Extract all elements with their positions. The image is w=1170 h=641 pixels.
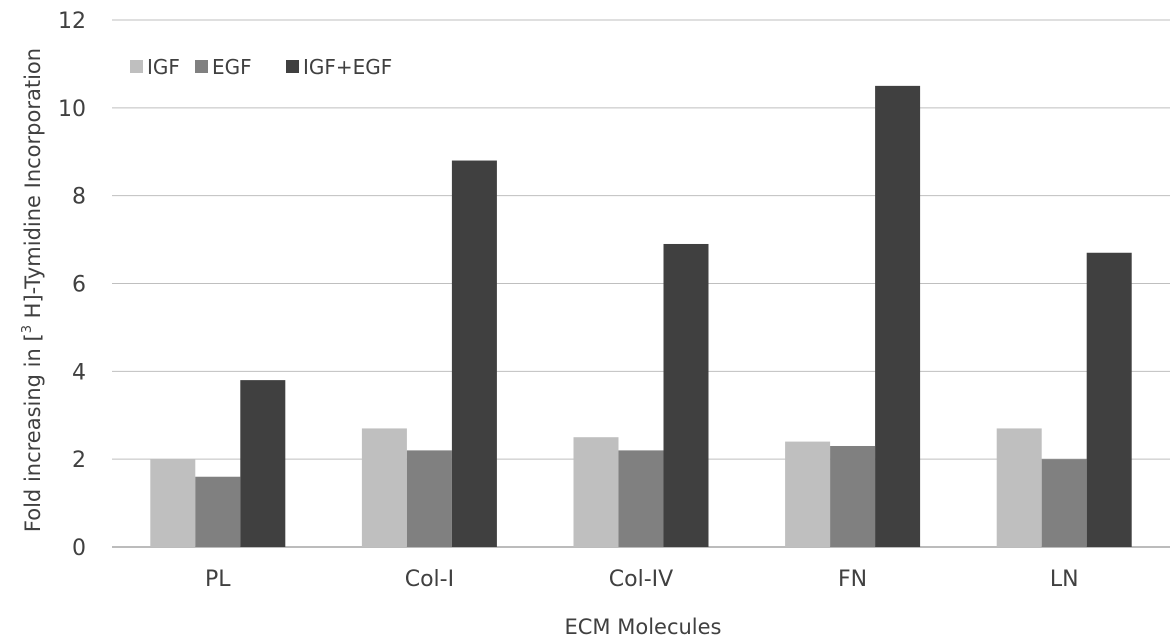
x-tick-label: Col-IV bbox=[609, 567, 673, 592]
bar-igf-pl bbox=[150, 459, 196, 547]
legend-swatch bbox=[195, 60, 208, 73]
y-tick-label: 10 bbox=[58, 97, 86, 122]
bar-egf-col-iv bbox=[618, 450, 664, 547]
y-tick-label: 0 bbox=[72, 536, 86, 561]
bar-igf-egf-ln bbox=[1086, 252, 1132, 547]
bar-igf-egf-col-iv bbox=[663, 243, 709, 547]
y-tick-label: 2 bbox=[72, 448, 86, 473]
bar-igf-fn bbox=[785, 441, 831, 547]
bar-igf-egf-fn bbox=[875, 85, 921, 547]
x-tick-label: Col-I bbox=[405, 567, 454, 592]
x-tick-label: LN bbox=[1050, 567, 1079, 592]
legend-item: EGF bbox=[195, 55, 252, 79]
bars bbox=[150, 85, 1132, 548]
y-tick-label: 6 bbox=[72, 273, 86, 298]
legend-swatch bbox=[130, 60, 143, 73]
bar-egf-col-i bbox=[406, 450, 452, 547]
bar-igf-ln bbox=[996, 428, 1042, 547]
legend-label: IGF bbox=[147, 55, 180, 79]
legend-label: IGF+EGF bbox=[303, 55, 392, 79]
bar-igf-col-i bbox=[361, 428, 407, 547]
legend-item: IGF+EGF bbox=[286, 55, 392, 79]
legend: IGF EGF IGF+EGF bbox=[130, 55, 392, 79]
bar-egf-fn bbox=[830, 445, 876, 547]
y-tick-label: 8 bbox=[72, 185, 86, 210]
x-axis-title: ECM Molecules bbox=[565, 615, 722, 639]
x-tick-label: FN bbox=[838, 567, 867, 592]
x-axis-ticks: PL Col-I Col-IV FN LN bbox=[205, 567, 1079, 592]
legend-item: IGF bbox=[130, 55, 180, 79]
bar-egf-pl bbox=[195, 476, 241, 547]
legend-label: EGF bbox=[212, 55, 252, 79]
legend-swatch bbox=[286, 60, 299, 73]
y-axis-title-prefix: Fold increasing in [ bbox=[21, 333, 45, 532]
y-tick-label: 12 bbox=[58, 9, 86, 34]
y-axis-ticks: 0 2 4 6 8 10 12 bbox=[58, 9, 86, 561]
y-axis-title-superscript: 3 bbox=[20, 325, 35, 333]
bar-egf-ln bbox=[1041, 459, 1087, 547]
y-axis-title-suffix: H]-Tymidine Incorporation bbox=[21, 48, 45, 325]
bar-igf-egf-col-i bbox=[451, 160, 497, 548]
y-tick-label: 4 bbox=[72, 360, 86, 385]
gridlines bbox=[112, 19, 1170, 548]
x-tick-label: PL bbox=[205, 567, 231, 592]
bar-igf-egf-pl bbox=[240, 380, 286, 547]
bar-igf-col-iv bbox=[573, 437, 619, 547]
y-axis-title: Fold increasing in [3 H]-Tymidine Incorp… bbox=[20, 48, 45, 532]
